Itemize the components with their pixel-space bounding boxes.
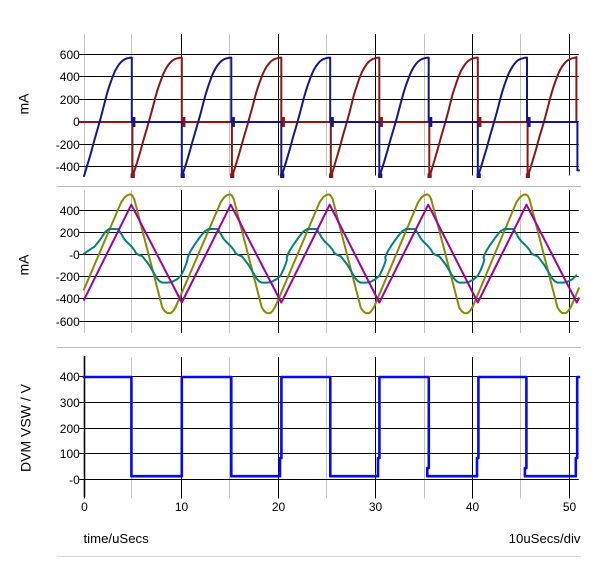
svg-text:DVM VSW / V: DVM VSW / V — [18, 383, 34, 472]
svg-text:0: 0 — [81, 500, 88, 514]
svg-text:300: 300 — [60, 396, 80, 410]
svg-text:-200: -200 — [56, 138, 80, 152]
svg-text:200: 200 — [60, 422, 80, 436]
svg-text:mA: mA — [15, 254, 31, 276]
svg-text:-400: -400 — [56, 292, 80, 306]
svg-text:40: 40 — [466, 500, 480, 514]
svg-text:mA: mA — [15, 93, 31, 115]
svg-text:600: 600 — [60, 48, 80, 62]
svg-text:400: 400 — [60, 70, 80, 84]
svg-text:-400: -400 — [56, 160, 80, 174]
svg-text:400: 400 — [60, 370, 80, 384]
svg-text:20: 20 — [272, 500, 286, 514]
svg-text:30: 30 — [369, 500, 383, 514]
svg-text:-0: -0 — [69, 248, 80, 262]
svg-text:time/uSecs: time/uSecs — [84, 531, 150, 546]
svg-text:10uSecs/div: 10uSecs/div — [509, 531, 581, 546]
svg-text:-600: -600 — [56, 315, 80, 329]
svg-text:10: 10 — [175, 500, 189, 514]
svg-text:200: 200 — [60, 93, 80, 107]
svg-text:400: 400 — [60, 204, 80, 218]
svg-text:200: 200 — [60, 226, 80, 240]
svg-text:0: 0 — [73, 115, 80, 129]
svg-text:-0: -0 — [69, 473, 80, 487]
svg-text:50: 50 — [563, 500, 577, 514]
svg-text:100: 100 — [60, 447, 80, 461]
svg-text:-200: -200 — [56, 270, 80, 284]
